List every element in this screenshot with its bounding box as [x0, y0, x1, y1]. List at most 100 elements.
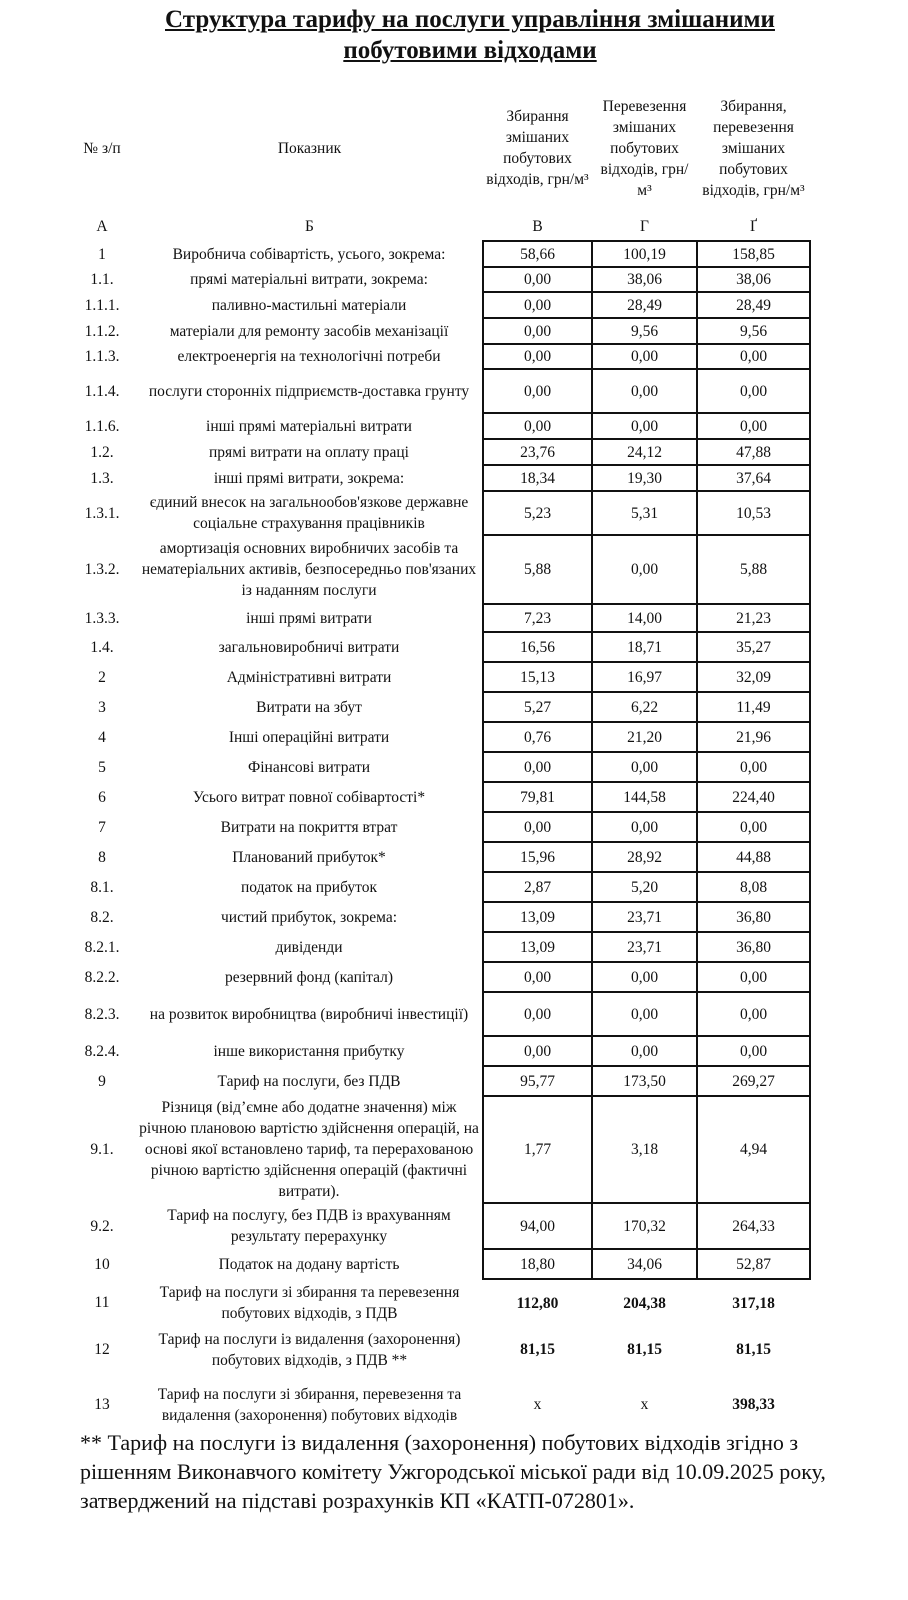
value-collection: 0,76 — [482, 721, 593, 753]
row-label: інші прямі витрати — [246, 609, 372, 627]
table-row: 13 Тариф на послуги зі збирання, перевезе… — [68, 1373, 810, 1436]
table-row: 8.1. податок на прибуток 2,87 5,20 8,08 — [68, 871, 811, 903]
value-collection-transport: 264,33 — [696, 1202, 811, 1250]
row-number: 1.3.1. — [84, 504, 120, 522]
table-row: 8 Планований прибуток* 15,96 28,92 44,88 — [68, 841, 811, 873]
value-transport: 170,32 — [591, 1202, 698, 1250]
table-row: 1.1.1. паливно-мастильні матеріали 0,00 28,… — [68, 291, 811, 319]
value-collection: х — [533, 1396, 542, 1413]
row-label: інші прямі матеріальні витрати — [206, 417, 412, 435]
value-collection: 0,00 — [482, 412, 593, 440]
row-number: 1.3.2. — [84, 561, 120, 578]
value-collection-transport: 158,85 — [696, 240, 811, 268]
value-transport: 24,12 — [591, 438, 698, 466]
row-label: інше використання прибутку — [213, 1042, 405, 1060]
value-collection: 81,15 — [520, 1341, 555, 1358]
value-transport: 19,30 — [591, 464, 698, 492]
value-transport: 204,38 — [623, 1294, 666, 1312]
value-collection-transport: 28,49 — [696, 291, 811, 319]
row-number: 10 — [94, 1255, 110, 1273]
value-collection: 23,76 — [482, 438, 593, 466]
value-collection-transport: 8,08 — [696, 871, 811, 903]
value-collection-transport: 4,94 — [696, 1095, 811, 1204]
row-label: паливно-мастильні матеріали — [211, 296, 407, 314]
value-collection-transport: 224,40 — [696, 781, 811, 813]
row-number: 11 — [94, 1294, 110, 1311]
row-label: Фінансові витрати — [247, 758, 371, 776]
row-label: Тариф на послугу, без ПДВ із врахуванням… — [167, 1207, 451, 1245]
value-collection: 79,81 — [482, 781, 593, 813]
letter-a: А — [96, 218, 108, 235]
value-transport: 28,49 — [591, 291, 698, 319]
header-transport: Перевезення змішаних побутових відходів,… — [600, 97, 689, 199]
value-collection-transport: 0,00 — [696, 811, 811, 843]
value-collection: 112,80 — [516, 1294, 559, 1312]
value-collection: 13,09 — [482, 931, 593, 963]
row-number: 8.2.3. — [84, 1005, 120, 1023]
value-collection-transport: 36,80 — [696, 901, 811, 933]
value-transport: 3,18 — [591, 1095, 698, 1204]
row-number: 12 — [94, 1341, 110, 1358]
table-row: 1.3.3. інші прямі витрати 7,23 14,00 21,23 — [68, 603, 811, 633]
value-transport: 28,92 — [591, 841, 698, 873]
value-transport: 81,15 — [627, 1341, 662, 1358]
row-label: Витрати на покриття втрат — [220, 818, 398, 836]
row-number: 7 — [98, 818, 106, 836]
row-label: загальновиробничі витрати — [218, 638, 400, 656]
value-collection-transport: 9,56 — [696, 317, 811, 345]
row-number: 9 — [98, 1072, 106, 1090]
row-label: чистий прибуток, зокрема: — [220, 908, 398, 926]
row-number: 2 — [98, 668, 106, 686]
row-number: 1 — [98, 245, 106, 263]
table-row: 1.4. загальновиробничі витрати 16,56 18,71 3… — [68, 631, 811, 663]
table-row: 11 Тариф на послуги зі збирання та переве… — [68, 1279, 810, 1326]
row-label: Тариф на послуги зі збирання та перевезе… — [159, 1283, 460, 1322]
value-collection: 5,23 — [482, 490, 593, 536]
value-transport: 0,00 — [591, 991, 698, 1037]
row-label: Тариф на послуги, без ПДВ — [217, 1072, 401, 1090]
row-number: 4 — [98, 728, 106, 746]
row-label: резервний фонд (капітал) — [224, 968, 394, 986]
value-transport: 21,20 — [591, 721, 698, 753]
row-number: 8 — [98, 848, 106, 866]
row-label: єдиний внесок на загальнообов'язкове дер… — [149, 494, 469, 532]
row-label: матеріали для ремонту засобів механізаці… — [169, 322, 449, 340]
value-collection: 0,00 — [482, 811, 593, 843]
value-collection-transport: 35,27 — [696, 631, 811, 663]
value-collection: 0,00 — [482, 291, 593, 319]
column-letters-row: А Б В Г Ґ — [68, 212, 810, 241]
table-row: 1.3. інші прямі витрати, зокрема: 18,34 19,… — [68, 464, 811, 492]
table-row: 9 Тариф на послуги, без ПДВ 95,77 173,50 269… — [68, 1065, 811, 1097]
row-label: прямі матеріальні витрати, зокрема: — [190, 271, 428, 288]
value-transport: 0,00 — [591, 1035, 698, 1067]
row-number: 3 — [98, 698, 106, 716]
value-collection: 18,34 — [482, 464, 593, 492]
value-transport: 0,00 — [591, 368, 698, 414]
row-number: 1.1.6. — [84, 417, 120, 435]
row-label: Тариф на послуги із видалення (захоронен… — [158, 1330, 461, 1369]
row-number: 9.1. — [90, 1141, 114, 1158]
row-label: дивіденди — [275, 938, 343, 956]
row-label: Різниця (від’ємне або додатне значення) … — [139, 1099, 479, 1200]
table-row: 12 Тариф на послуги із видалення (захорон… — [68, 1326, 810, 1373]
value-collection: 0,00 — [482, 991, 593, 1037]
row-label: інші прямі витрати, зокрема: — [213, 469, 405, 487]
table-row: 8.2.2. резервний фонд (капітал) 0,00 0,00 0,… — [68, 961, 811, 993]
value-transport: 23,71 — [591, 901, 698, 933]
value-collection: 13,09 — [482, 901, 593, 933]
value-collection-transport: 317,18 — [732, 1294, 775, 1312]
value-transport: 0,00 — [591, 961, 698, 993]
value-transport: 18,71 — [591, 631, 698, 663]
row-number: 8.2. — [90, 908, 114, 926]
value-collection-transport: 0,00 — [696, 343, 811, 370]
value-collection: 58,66 — [482, 240, 593, 268]
row-number: 8.1. — [90, 878, 114, 896]
row-number: 1.1.4. — [84, 382, 120, 400]
value-transport: 9,56 — [591, 317, 698, 345]
row-number: 1.1.2. — [84, 322, 120, 340]
value-collection: 2,87 — [482, 871, 593, 903]
table-row: 9.1. Різниця (від’ємне або додатне значен… — [68, 1095, 811, 1204]
value-transport: 0,00 — [591, 412, 698, 440]
letter-h: Г — [640, 217, 649, 235]
footnote: ** Тариф на послуги із видалення (захоро… — [80, 1430, 826, 1513]
